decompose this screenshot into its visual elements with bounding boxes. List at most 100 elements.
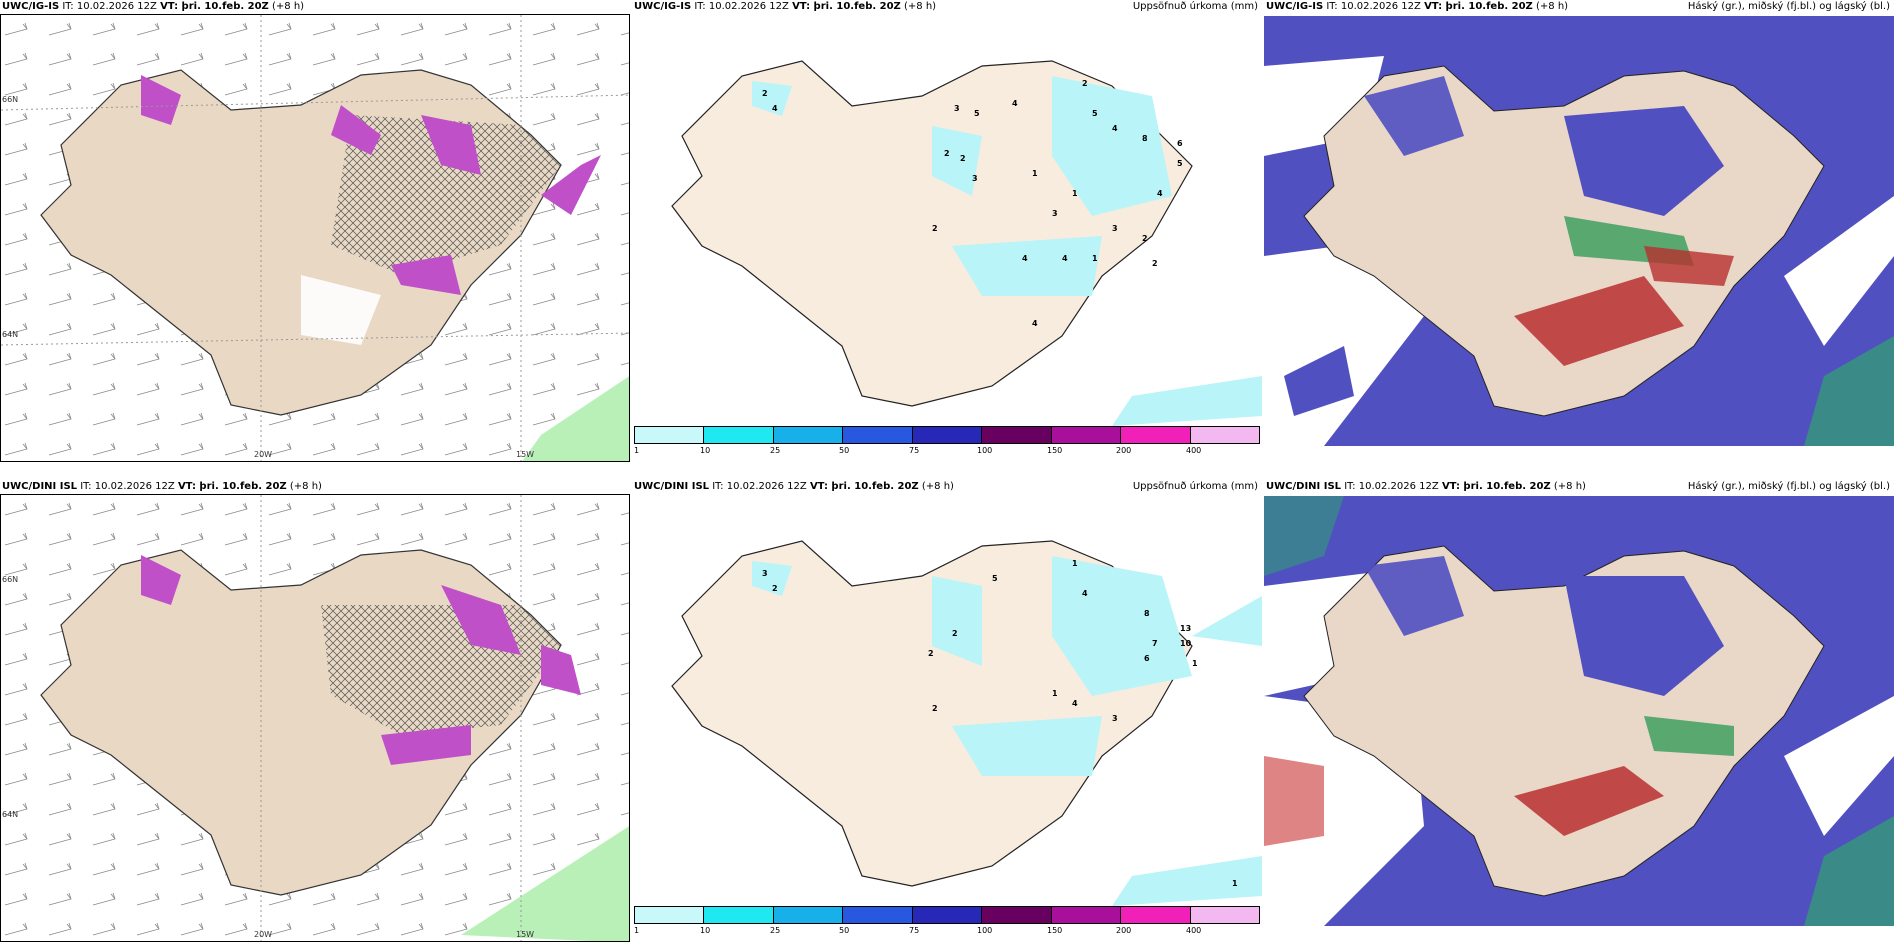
precip-value: 7 [1152, 639, 1158, 648]
lon-15-label: 15W [516, 450, 535, 459]
precip-value: 4 [1012, 99, 1018, 108]
lead-time: (+8 h) [272, 1, 305, 12]
precip-value: 13 [1180, 624, 1191, 633]
lead-time: (+8 h) [1553, 481, 1586, 492]
precip-value: 2 [1152, 259, 1158, 268]
precip-value: 5 [1177, 159, 1183, 168]
precip-value: 1 [1232, 879, 1238, 888]
precip-value: 3 [972, 174, 978, 183]
precip-value: 4 [1157, 189, 1163, 198]
colorbar-segment [912, 907, 983, 923]
precip-value: 1 [1072, 559, 1078, 568]
colorbar-tick: 200 [1116, 446, 1132, 455]
panel-wind-igis: UWC/IG-IS IT: 10.02.2026 12Z VT: þri. 10… [0, 0, 630, 462]
precip-value: 4 [1082, 589, 1088, 598]
precip-value: 1 [1092, 254, 1098, 263]
precip-value: 6 [1177, 139, 1183, 148]
init-time: IT: 10.02.2026 12Z [62, 1, 157, 12]
lon-20-label: 20W [254, 930, 273, 939]
panel-title: UWC/IG-IS IT: 10.02.2026 12Z VT: þri. 10… [1264, 0, 1894, 14]
valid-time: VT: þri. 10.feb. 20Z [160, 1, 269, 12]
valid-time: VT: þri. 10.feb. 20Z [809, 481, 919, 492]
model-name: UWC/IG-IS [1266, 1, 1324, 12]
panel-precip-dini: UWC/DINI ISL IT: 10.02.2026 12Z VT: þri.… [632, 480, 1262, 935]
precip-value: 3 [1112, 224, 1118, 233]
colorbar-segment [1190, 907, 1259, 923]
colorbar-segment [843, 427, 913, 443]
colorbar-tick: 200 [1116, 926, 1132, 935]
colorbar-segment [704, 907, 774, 923]
colorbar-segment [773, 427, 844, 443]
precip-value: 8 [1144, 609, 1150, 618]
precip-value: 2 [960, 154, 966, 163]
lat-64-label: 64N [2, 330, 19, 339]
precip-value: 3 [954, 104, 960, 113]
colorbar-segment [1051, 427, 1122, 443]
precip-value: 5 [974, 109, 980, 118]
colorbar-ticks: 1 10 25 50 75 100 150 200 400 [634, 926, 1260, 936]
lead-time: (+8 h) [904, 1, 937, 12]
precip-colorbar [634, 906, 1260, 924]
colorbar-tick: 400 [1186, 926, 1202, 935]
precip-value: 2 [772, 584, 778, 593]
valid-time: VT: þri. 10.feb. 20Z [177, 481, 287, 492]
precip-value: 3 [1052, 209, 1058, 218]
colorbar-tick: 10 [700, 926, 711, 935]
model-name: UWC/DINI ISL [2, 481, 78, 492]
precip-value: 5 [1092, 109, 1098, 118]
precip-value: 3 [762, 569, 768, 578]
colorbar-tick: 75 [909, 926, 920, 935]
lon-15-label: 15W [516, 930, 535, 939]
precip-value: 4 [1112, 124, 1118, 133]
valid-time: VT: þri. 10.feb. 20Z [1424, 1, 1533, 12]
colorbar-segment [1121, 907, 1191, 923]
colorbar-tick: 1 [634, 446, 640, 455]
colorbar-segment [912, 427, 983, 443]
cloud-map [1264, 496, 1894, 926]
lead-time: (+8 h) [289, 481, 322, 492]
panel-cloud-dini: UWC/DINI ISL IT: 10.02.2026 12Z VT: þri.… [1264, 480, 1894, 928]
colorbar-tick: 75 [909, 446, 920, 455]
model-name: UWC/DINI ISL [634, 481, 710, 492]
colorbar-segment [1121, 427, 1191, 443]
precip-value: 4 [1022, 254, 1028, 263]
valid-time: VT: þri. 10.feb. 20Z [1441, 481, 1551, 492]
panel-precip-igis: UWC/IG-IS IT: 10.02.2026 12Z VT: þri. 10… [632, 0, 1262, 455]
precip-value: 10 [1180, 639, 1192, 648]
panel-cloud-igis: UWC/IG-IS IT: 10.02.2026 12Z VT: þri. 10… [1264, 0, 1894, 448]
precip-colorbar [634, 426, 1260, 444]
init-time: IT: 10.02.2026 12Z [1326, 1, 1421, 12]
precip-value: 8 [1142, 134, 1148, 143]
colorbar-tick: 10 [700, 446, 711, 455]
precip-value: 2 [928, 649, 934, 658]
precip-value: 1 [1192, 659, 1198, 668]
colorbar-segment [843, 907, 913, 923]
model-name: UWC/DINI ISL [1266, 481, 1342, 492]
panel-title: UWC/IG-IS IT: 10.02.2026 12Z VT: þri. 10… [632, 0, 1262, 14]
init-time: IT: 10.02.2026 12Z [80, 481, 175, 492]
colorbar-segment [773, 907, 844, 923]
colorbar-tick: 1 [634, 926, 640, 935]
precip-map: 2 4 3 5 4 2 2 3 5 4 8 2 1 3 1 2 4 1 4 2 [632, 16, 1262, 426]
field-name: Uppsöfnuð úrkoma (mm) [1132, 481, 1258, 492]
valid-time: VT: þri. 10.feb. 20Z [792, 1, 901, 12]
precip-value: 4 [1072, 699, 1078, 708]
colorbar-segment [982, 427, 1052, 443]
panel-wind-dini: UWC/DINI ISL IT: 10.02.2026 12Z VT: þri.… [0, 480, 630, 942]
panel-title: UWC/DINI ISL IT: 10.02.2026 12Z VT: þri.… [1264, 480, 1894, 494]
precip-value: 2 [762, 89, 768, 98]
init-time: IT: 10.02.2026 12Z [694, 1, 789, 12]
colorbar-tick: 25 [770, 446, 781, 455]
lat-66-label: 66N [2, 95, 19, 104]
wind-map [0, 494, 630, 942]
precip-value: 2 [932, 224, 938, 233]
lat-64-label: 64N [2, 810, 19, 819]
precip-value: 2 [944, 149, 950, 158]
precip-value: 6 [1144, 654, 1150, 663]
wind-map [0, 14, 630, 462]
precip-value: 2 [1142, 234, 1148, 243]
precip-value: 3 [1112, 714, 1118, 723]
precip-value: 2 [1082, 79, 1088, 88]
model-name: UWC/IG-IS [634, 1, 692, 12]
colorbar-ticks: 1 10 25 50 75 100 150 200 400 [634, 446, 1260, 456]
